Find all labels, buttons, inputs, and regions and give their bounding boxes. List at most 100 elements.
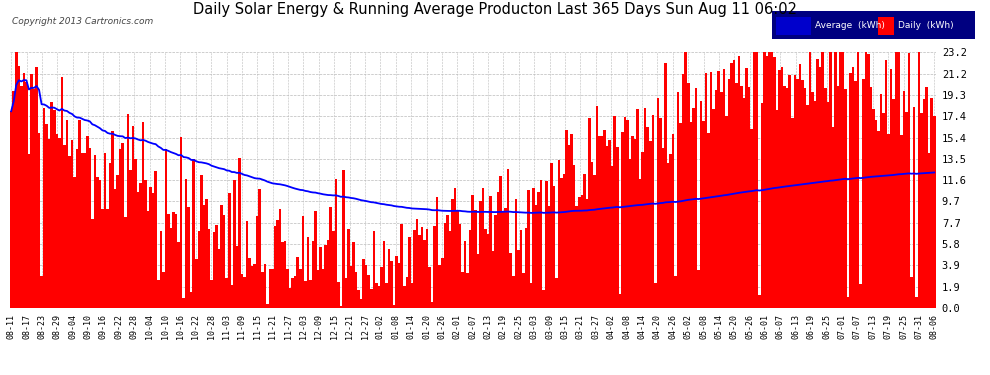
Bar	[583, 174, 585, 308]
Bar	[357, 290, 360, 308]
Bar	[492, 251, 494, 308]
Bar	[352, 242, 354, 308]
Bar	[13, 92, 15, 308]
Bar	[619, 294, 621, 308]
Bar	[522, 273, 525, 308]
Bar	[169, 228, 172, 308]
Bar	[809, 53, 811, 308]
Bar	[464, 242, 466, 308]
Bar	[611, 166, 614, 308]
Bar	[585, 200, 588, 308]
Bar	[770, 53, 773, 308]
Bar	[900, 135, 903, 308]
Bar	[535, 205, 538, 308]
Bar	[718, 71, 720, 308]
Bar	[236, 246, 239, 308]
Bar	[725, 116, 728, 308]
Bar	[916, 297, 918, 307]
Bar	[65, 120, 68, 308]
Bar	[644, 108, 646, 307]
Bar	[60, 77, 63, 308]
Bar	[642, 152, 644, 308]
Bar	[360, 298, 362, 307]
Bar	[869, 87, 872, 308]
Bar	[367, 275, 370, 308]
Bar	[314, 211, 317, 308]
Bar	[388, 249, 390, 308]
Bar	[669, 154, 672, 308]
Bar	[593, 175, 596, 308]
Bar	[765, 56, 768, 308]
Bar	[538, 192, 540, 308]
Bar	[632, 136, 634, 308]
Bar	[654, 282, 656, 308]
Bar	[111, 131, 114, 308]
Bar	[817, 59, 819, 308]
Bar	[550, 163, 552, 308]
Bar	[908, 53, 910, 307]
Bar	[731, 63, 733, 308]
Bar	[837, 86, 840, 308]
Bar	[444, 223, 446, 308]
Bar	[250, 266, 253, 308]
Bar	[928, 153, 931, 308]
Bar	[239, 158, 241, 308]
Bar	[46, 124, 48, 308]
Bar	[424, 240, 426, 308]
Bar	[151, 194, 154, 308]
Bar	[598, 136, 601, 308]
Bar	[510, 253, 512, 308]
Bar	[337, 282, 340, 308]
Bar	[320, 247, 322, 308]
Bar	[385, 283, 388, 308]
Bar	[707, 133, 710, 308]
Bar	[578, 197, 580, 308]
Bar	[28, 154, 30, 308]
Text: Daily  (kWh): Daily (kWh)	[898, 21, 953, 30]
Bar	[73, 177, 76, 308]
Bar	[129, 170, 132, 308]
Bar	[570, 134, 573, 308]
Bar	[606, 146, 609, 308]
Bar	[390, 261, 393, 308]
Bar	[674, 276, 677, 308]
Bar	[215, 225, 218, 308]
Bar	[806, 105, 809, 308]
Bar	[695, 88, 697, 308]
Bar	[255, 216, 258, 308]
Bar	[484, 230, 487, 308]
Bar	[421, 227, 424, 308]
Bar	[796, 79, 799, 308]
Bar	[145, 180, 147, 308]
Bar	[226, 278, 228, 308]
Bar	[354, 272, 357, 308]
Bar	[778, 70, 781, 308]
Bar	[926, 87, 928, 308]
Bar	[887, 134, 890, 308]
Bar	[646, 127, 649, 308]
Bar	[273, 226, 276, 308]
Bar	[48, 139, 50, 308]
Bar	[101, 209, 104, 308]
Bar	[340, 306, 343, 308]
Bar	[208, 229, 210, 308]
Bar	[736, 83, 738, 308]
Bar	[547, 206, 550, 308]
Bar	[651, 115, 654, 308]
Bar	[122, 143, 124, 308]
Bar	[781, 67, 783, 308]
Bar	[426, 229, 429, 308]
Bar	[649, 141, 651, 308]
Bar	[832, 128, 835, 308]
Bar	[99, 180, 101, 308]
Bar	[286, 269, 289, 308]
Bar	[258, 189, 261, 308]
Bar	[296, 257, 299, 307]
Bar	[827, 102, 829, 308]
Bar	[461, 272, 464, 308]
Bar	[137, 192, 140, 308]
Bar	[923, 99, 926, 308]
Bar	[43, 108, 46, 307]
Bar	[697, 270, 700, 308]
Bar	[441, 258, 444, 307]
